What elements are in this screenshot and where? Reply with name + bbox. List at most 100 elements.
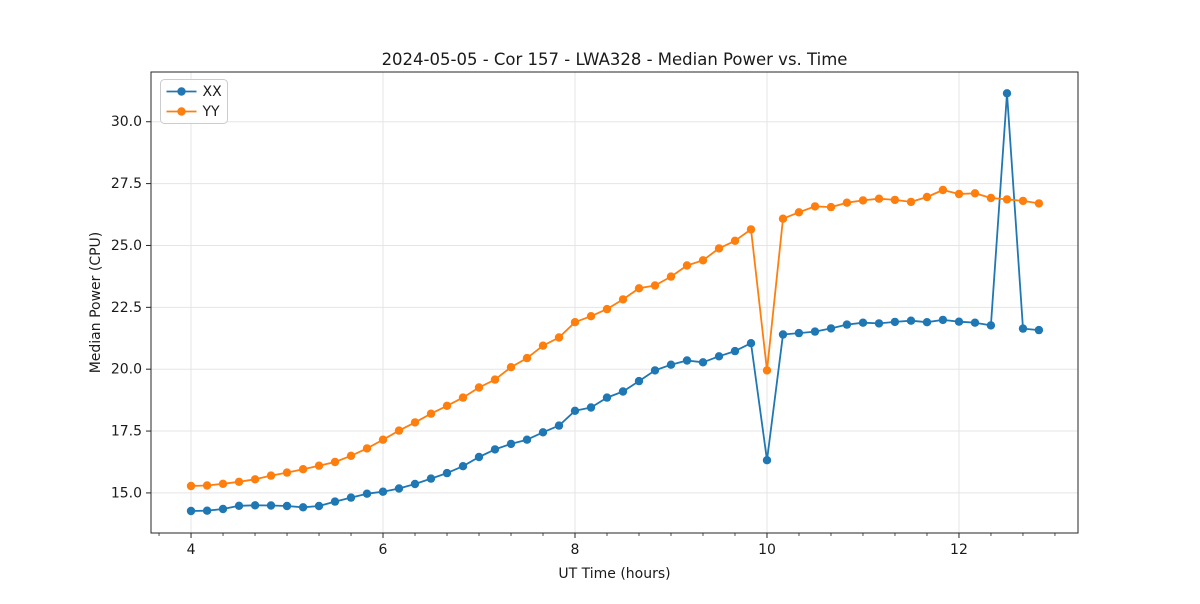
data-point — [730, 236, 740, 245]
data-point — [874, 319, 884, 328]
data-point — [890, 317, 900, 327]
data-point — [490, 445, 500, 454]
data-point — [1018, 324, 1028, 333]
data-point — [762, 456, 772, 465]
data-point — [602, 393, 612, 402]
data-point — [666, 360, 676, 369]
y-axis-label: Median Power (CPU) — [88, 232, 104, 374]
data-point — [426, 474, 436, 483]
data-point — [250, 475, 260, 484]
data-point — [282, 501, 292, 511]
series-yy — [186, 185, 1044, 491]
data-point — [778, 214, 788, 223]
data-point — [570, 406, 580, 415]
data-point — [730, 346, 740, 356]
legend-label: YY — [202, 104, 221, 120]
y-tick-label: 25.0 — [111, 238, 142, 254]
data-point — [522, 435, 532, 444]
data-point — [906, 316, 916, 325]
data-point — [1018, 196, 1028, 206]
data-point — [506, 439, 516, 449]
data-point — [938, 315, 948, 325]
x-tick-label: 12 — [950, 542, 968, 558]
data-point — [778, 330, 788, 339]
data-point — [858, 196, 868, 205]
data-point — [538, 428, 548, 437]
data-point — [986, 193, 996, 203]
legend-marker — [177, 87, 186, 96]
data-point — [234, 477, 244, 486]
series-line-yy — [190, 189, 1040, 487]
y-tick-label: 22.5 — [111, 300, 142, 316]
data-point — [522, 353, 532, 363]
x-tick-label: 8 — [571, 542, 580, 558]
data-point — [634, 376, 644, 386]
data-point — [970, 189, 980, 198]
data-point — [666, 272, 676, 281]
legend-marker — [177, 107, 186, 116]
data-point — [314, 501, 324, 511]
data-point — [554, 421, 564, 430]
x-tick-label: 10 — [758, 542, 776, 558]
data-point — [618, 387, 628, 396]
axes-frame — [150, 71, 1079, 534]
data-point — [810, 202, 820, 211]
data-point — [474, 452, 484, 462]
x-axis-label: UT Time (hours) — [558, 566, 670, 582]
data-point — [1034, 199, 1044, 208]
y-tick-label: 27.5 — [111, 176, 142, 192]
data-point — [378, 435, 388, 444]
series-line-xx — [190, 92, 1039, 512]
data-point — [394, 484, 404, 493]
data-point — [938, 185, 948, 195]
data-point — [362, 444, 372, 453]
data-point — [314, 461, 324, 470]
data-point — [714, 352, 724, 361]
data-point — [842, 320, 852, 329]
data-point — [218, 504, 228, 514]
data-point — [698, 256, 708, 265]
data-point — [874, 194, 884, 203]
data-point — [378, 487, 388, 496]
legend-item-xx: XX — [166, 84, 222, 100]
data-point — [410, 479, 420, 489]
data-point — [490, 375, 500, 384]
data-point — [474, 383, 484, 392]
data-point — [842, 198, 852, 207]
data-point — [714, 244, 724, 253]
data-point — [1002, 89, 1012, 98]
data-point — [586, 312, 596, 321]
y-tick-label: 15.0 — [111, 485, 142, 501]
y-tick-label: 20.0 — [111, 362, 142, 378]
data-point — [682, 261, 692, 270]
data-point — [794, 208, 804, 217]
data-point — [394, 426, 404, 435]
data-point — [218, 479, 228, 488]
data-point — [458, 393, 468, 402]
data-point — [186, 506, 196, 516]
data-point — [826, 202, 836, 212]
plot-border — [150, 71, 1079, 534]
data-point — [922, 192, 932, 202]
data-point — [586, 403, 596, 412]
data-point — [634, 284, 644, 293]
data-point — [346, 451, 356, 460]
data-point — [426, 409, 436, 418]
data-point — [810, 327, 820, 336]
legend-box — [160, 79, 228, 124]
data-point — [362, 489, 372, 498]
data-point — [682, 356, 692, 365]
data-point — [794, 328, 804, 338]
data-point — [970, 318, 980, 327]
data-point — [1034, 325, 1044, 335]
data-point — [266, 501, 276, 510]
data-point — [266, 471, 276, 480]
chart-title: 2024-05-05 - Cor 157 - LWA328 - Median P… — [382, 50, 848, 69]
data-point — [986, 321, 996, 330]
data-point — [890, 195, 900, 205]
data-point — [298, 465, 308, 474]
y-tick-label: 17.5 — [111, 424, 142, 440]
data-point — [346, 493, 356, 502]
